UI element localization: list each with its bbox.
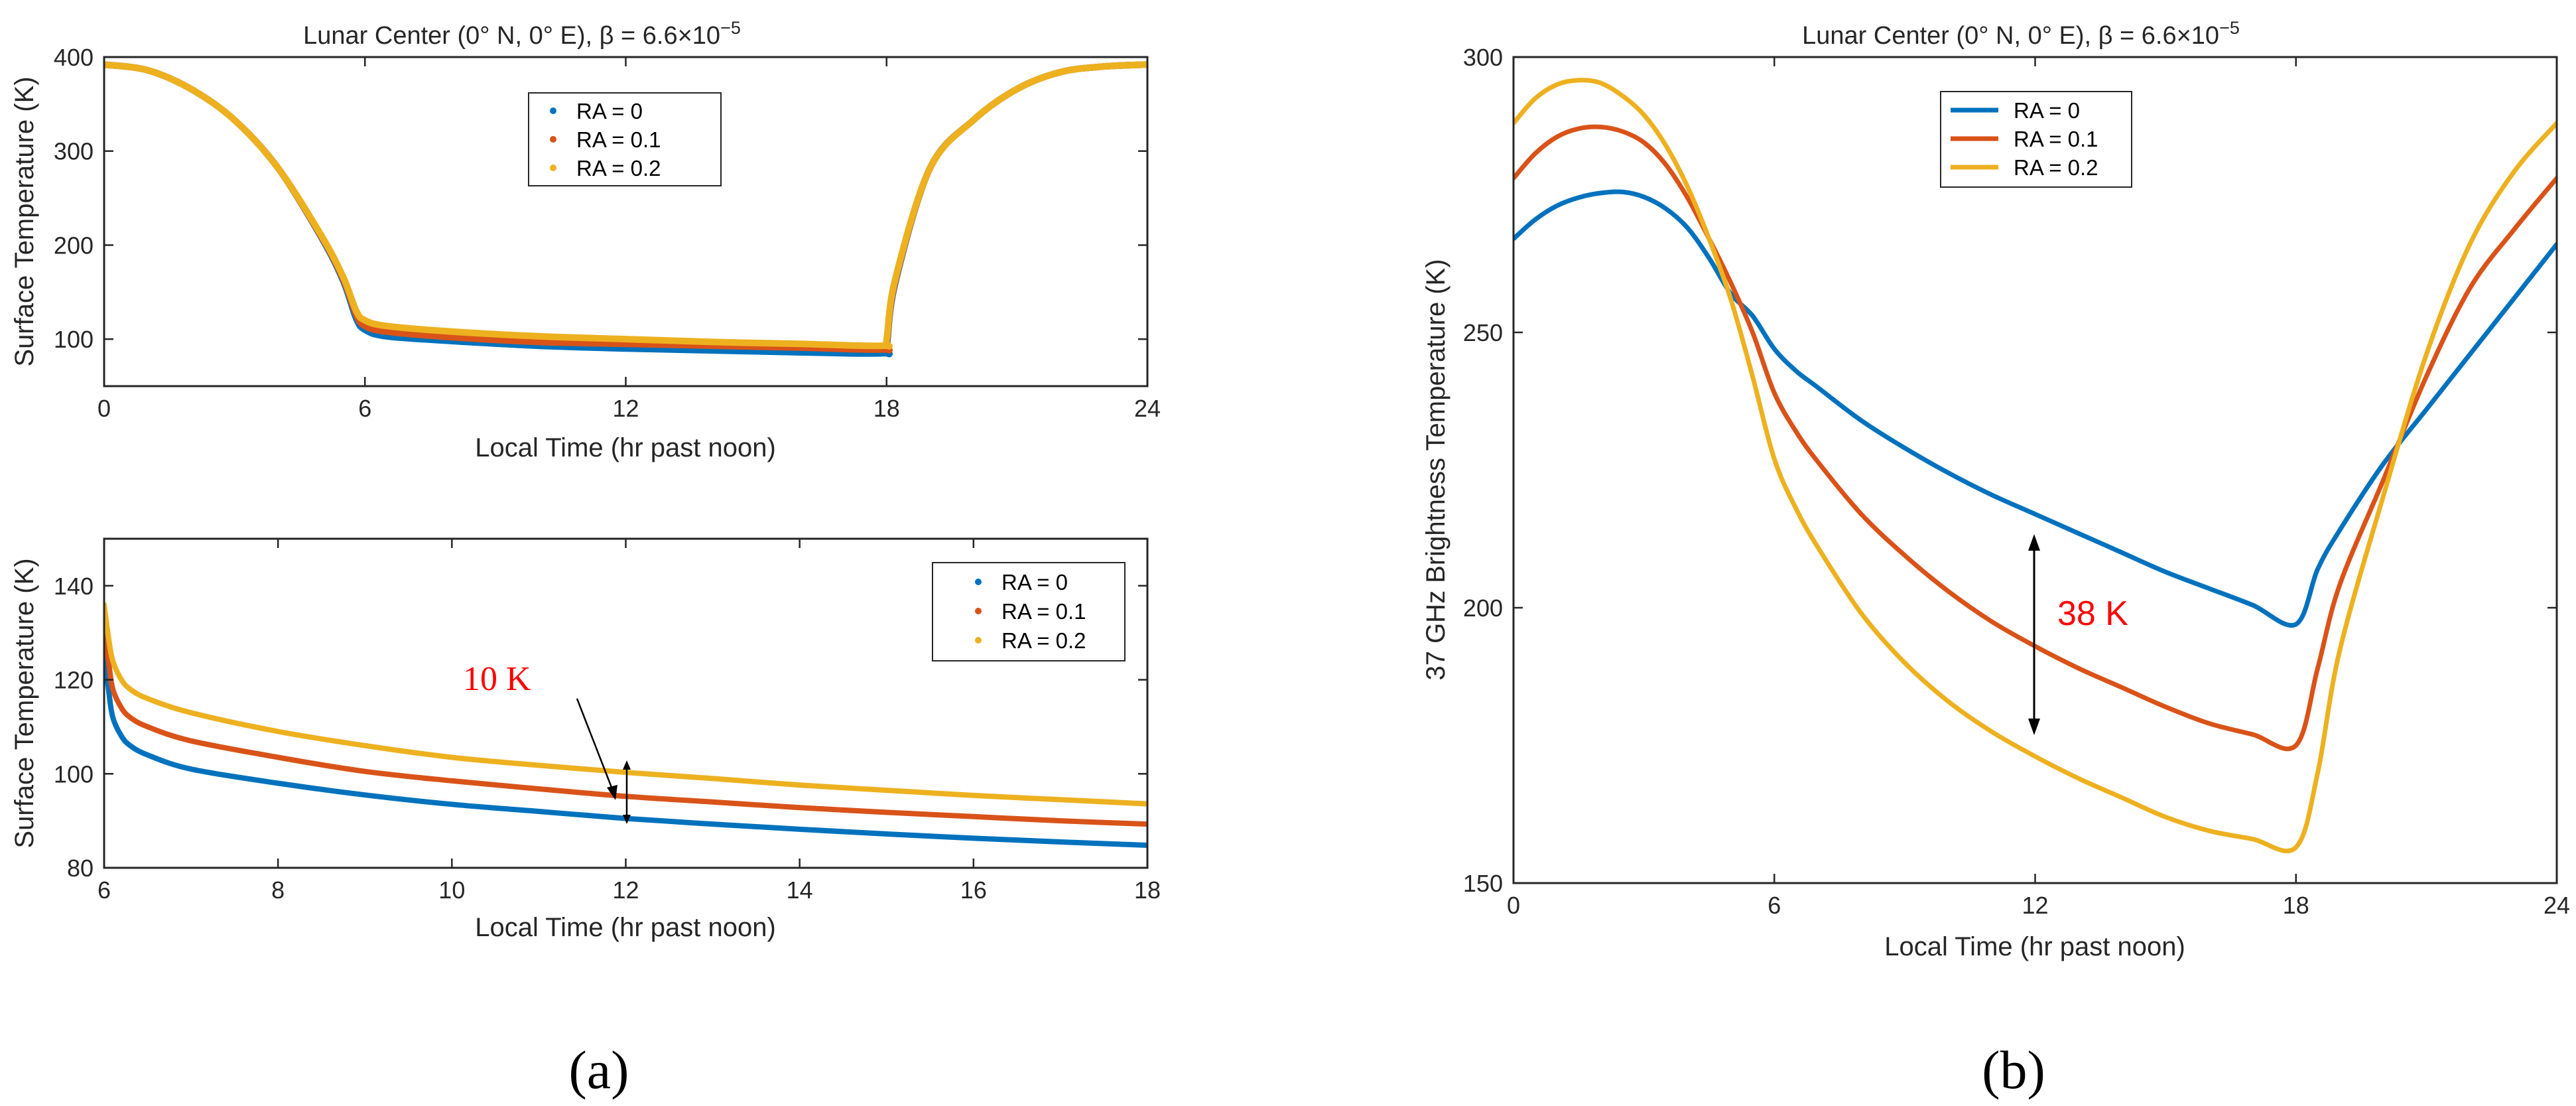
x-tick-label: 12 <box>2022 892 2048 919</box>
panel-a-bottom-annotation: 10 K <box>463 660 631 824</box>
legend-label-ra-0: RA = 0 <box>1001 570 1068 594</box>
x-tick-label: 6 <box>97 876 111 904</box>
panel-a-top-xlabel: Local Time (hr past noon) <box>475 433 776 462</box>
x-tick-label: 12 <box>612 395 639 422</box>
x-tick-label: 6 <box>1768 892 1781 919</box>
x-tick-label: 14 <box>787 876 813 904</box>
series-line-ra0 <box>104 649 1147 848</box>
panel-a-top-ylabel: Surface Temperature (K) <box>10 76 39 366</box>
panel-label-b: (b) <box>1982 1040 2045 1100</box>
x-tick-label: 0 <box>97 395 111 422</box>
series-line-ra0.1 <box>1513 124 2557 752</box>
x-tick-label: 18 <box>2283 892 2309 919</box>
legend-label-ra-0.2: RA = 0.2 <box>576 156 661 180</box>
panel-b-ylabel: 37 GHz Brightness Temperature (K) <box>1421 259 1450 680</box>
y-tick-label: 150 <box>1463 870 1503 897</box>
panel-a-bottom-ylabel: Surface Temperature (K) <box>10 558 39 848</box>
x-tick-label: 16 <box>960 876 987 904</box>
panel-b-xlabel: Local Time (hr past noon) <box>1884 932 2185 961</box>
x-tick-label: 0 <box>1507 892 1520 919</box>
legend-marker-ra-0.2 <box>550 165 556 171</box>
panel-a-bottom-ticks: 6 8 10 12 14 16 18 80 100 120 140 <box>54 539 1161 904</box>
panel-a-bottom-legend: RA = 0 RA = 0.1 RA = 0.2 <box>932 562 1126 661</box>
legend-label-ra-0.1: RA = 0.1 <box>2014 127 2098 151</box>
legend-label-ra-0: RA = 0 <box>576 99 643 123</box>
y-tick-label: 400 <box>54 44 94 71</box>
annotation-pointer-arrow <box>576 698 617 798</box>
y-tick-label: 300 <box>54 138 94 165</box>
panel-a-top-series <box>104 61 1147 358</box>
y-tick-label: 100 <box>54 326 94 353</box>
panel-a-top: Lunar Center (0° N, 0° E), β = 6.6×10−5 … <box>10 18 1161 462</box>
legend-label-ra-0.1: RA = 0.1 <box>576 127 661 152</box>
panel-a-bottom-series <box>104 602 1147 848</box>
legend-label-ra-0.2: RA = 0.2 <box>1001 628 1086 653</box>
panel-a-top-ticks: 0 6 12 18 24 100 200 300 400 <box>54 44 1161 422</box>
series-line-ra0.2 <box>104 602 1147 807</box>
y-tick-label: 140 <box>54 573 94 600</box>
panel-b-ticks: 0 6 12 18 24 150 200 250 300 <box>1463 44 2570 919</box>
annotation-10k-label: 10 K <box>463 660 531 698</box>
panel-a-top-title: Lunar Center (0° N, 0° E), β = 6.6×10−5 <box>303 18 741 50</box>
panel-a-bottom-xlabel: Local Time (hr past noon) <box>475 913 776 942</box>
x-tick-label: 18 <box>873 395 900 422</box>
y-tick-label: 200 <box>1463 594 1503 622</box>
y-tick-label: 120 <box>54 667 94 694</box>
panel-a-bottom-legend-box <box>932 562 1126 661</box>
y-tick-label: 250 <box>1463 319 1503 346</box>
annotation-10k-arrowhead-bottom <box>623 815 631 824</box>
x-tick-label: 24 <box>2544 892 2570 919</box>
x-tick-label: 24 <box>1134 395 1161 422</box>
legend-marker-ra-0.1 <box>550 136 556 143</box>
y-tick-label: 300 <box>1463 44 1503 71</box>
legend-label-ra-0.1: RA = 0.1 <box>1001 599 1086 624</box>
x-tick-label: 6 <box>358 395 371 422</box>
y-tick-label: 200 <box>54 232 94 259</box>
annotation-38k-label: 38 K <box>2057 594 2128 633</box>
x-tick-label: 8 <box>271 876 285 904</box>
panel-b: Lunar Center (0° N, 0° E), β = 6.6×10−5 … <box>1421 18 2570 961</box>
legend-marker-ra-0.1 <box>975 608 982 614</box>
panel-label-a: (a) <box>568 1040 629 1100</box>
x-tick-label: 10 <box>438 876 465 904</box>
annotation-38k-arrowhead-bottom <box>2028 719 2040 735</box>
series-line-ra0 <box>1513 189 2557 628</box>
panel-a-top-legend: RA = 0 RA = 0.1 RA = 0.2 <box>528 92 722 186</box>
y-tick-label: 80 <box>67 855 94 882</box>
y-tick-label: 100 <box>54 760 94 788</box>
series-line-ra0.2 <box>1513 78 2557 853</box>
panel-a-top-legend-box <box>528 92 722 186</box>
panel-a-bottom: 6 8 10 12 14 16 18 80 100 120 140 Local Time (hr p… <box>10 537 1161 942</box>
panel-b-series <box>1513 78 2557 853</box>
series-line-ra0.2 <box>104 61 1147 350</box>
panel-b-legend: RA = 0 RA = 0.1 RA = 0.2 <box>1940 91 2132 188</box>
legend-marker-ra-0.2 <box>975 637 982 644</box>
x-tick-label: 18 <box>1134 876 1161 904</box>
x-tick-label: 12 <box>612 876 639 904</box>
legend-marker-ra-0 <box>975 579 982 585</box>
annotation-pointer-arrowhead <box>607 785 617 800</box>
panel-b-title: Lunar Center (0° N, 0° E), β = 6.6×10−5 <box>1802 18 2240 50</box>
legend-label-ra-0.2: RA = 0.2 <box>2014 155 2098 180</box>
series-line-ra0.1 <box>104 625 1147 827</box>
legend-label-ra-0: RA = 0 <box>2014 98 2080 123</box>
panel-b-annotation: 38 K <box>2028 534 2128 735</box>
annotation-38k-arrowhead-top <box>2028 534 2040 551</box>
annotation-10k-arrowhead-top <box>623 760 631 770</box>
legend-marker-ra-0 <box>550 107 556 114</box>
